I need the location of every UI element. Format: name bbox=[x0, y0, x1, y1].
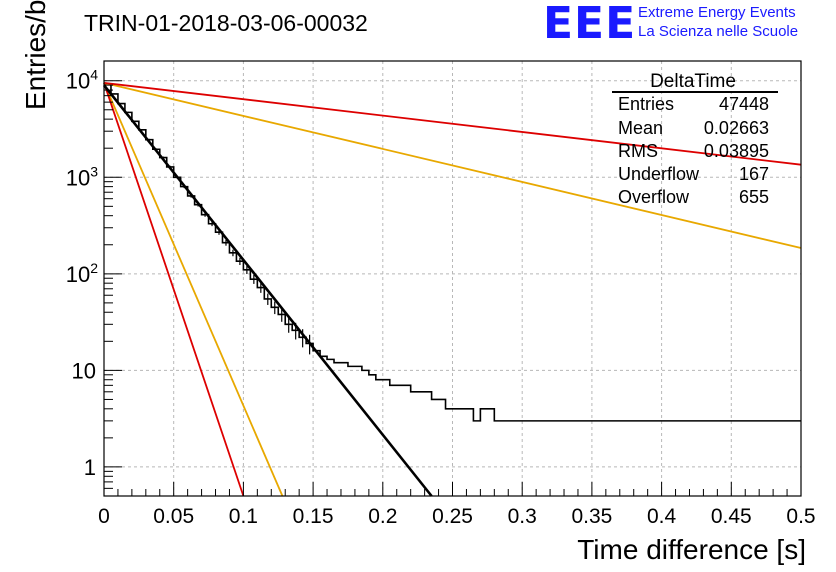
x-tick-label: 0.1 bbox=[229, 505, 258, 528]
x-tick-label: 0 bbox=[98, 505, 110, 528]
stats-value-underflow: 167 bbox=[739, 164, 769, 184]
stats-value-entries: 47448 bbox=[719, 94, 769, 114]
stats-label-rms: RMS bbox=[618, 141, 658, 161]
stats-value-rms: 0.03895 bbox=[704, 141, 769, 161]
stats-label-entries: Entries bbox=[618, 94, 674, 114]
y-tick-label: 102 bbox=[66, 260, 98, 287]
histogram-deltatime bbox=[104, 82, 801, 422]
reference-curve bbox=[103, 82, 284, 497]
y-tick-label: 103 bbox=[66, 163, 98, 190]
grid-lines bbox=[104, 61, 801, 496]
reference-curve bbox=[103, 82, 245, 497]
fit-curve bbox=[102, 84, 433, 497]
stats-value-overflow: 655 bbox=[739, 187, 769, 207]
reference-curve bbox=[103, 81, 802, 166]
logo-caption: Extreme Energy Events La Scienza nelle S… bbox=[638, 3, 798, 41]
y-tick-label: 1 bbox=[84, 455, 96, 480]
x-tick-label: 0.3 bbox=[508, 505, 537, 528]
x-tick-label: 0.45 bbox=[711, 505, 752, 528]
logo-caption-line2: La Scienza nelle Scuole bbox=[638, 23, 799, 40]
x-tick-label: 0.35 bbox=[571, 505, 612, 528]
x-tick-label: 0.25 bbox=[432, 505, 473, 528]
stats-value-mean: 0.02663 bbox=[704, 118, 769, 138]
x-axis-label: Time difference [s] bbox=[577, 534, 806, 565]
logo-caption-line1: Extreme Energy Events bbox=[638, 4, 796, 21]
reference-curve bbox=[103, 81, 802, 249]
stats-label-underflow: Underflow bbox=[618, 164, 700, 184]
x-tick-label: 0.5 bbox=[786, 505, 815, 528]
chart-title: TRIN-01-2018-03-06-00032 bbox=[84, 10, 368, 36]
axis-ticks: 0 0.05 0.1 0.15 0.2 0.25 0.3 0.35 0.4 0.45 0.5 1 10 1… bbox=[66, 67, 816, 528]
stats-box: DeltaTime Entries 47448 Mean 0.02663 RMS… bbox=[612, 71, 778, 207]
curves-layer bbox=[102, 81, 802, 497]
eee-logo: EEE bbox=[543, 0, 637, 49]
x-tick-label: 0.15 bbox=[293, 505, 334, 528]
x-tick-label: 0.05 bbox=[153, 505, 194, 528]
stats-title: DeltaTime bbox=[650, 71, 736, 92]
stats-label-mean: Mean bbox=[618, 118, 663, 138]
y-axis-label: Entries/bin bbox=[20, 0, 51, 110]
x-tick-label: 0.2 bbox=[368, 505, 397, 528]
x-tick-label: 0.4 bbox=[647, 505, 677, 528]
y-tick-label: 10 bbox=[72, 358, 96, 383]
y-tick-label: 104 bbox=[66, 67, 98, 94]
stats-label-overflow: Overflow bbox=[618, 187, 690, 207]
